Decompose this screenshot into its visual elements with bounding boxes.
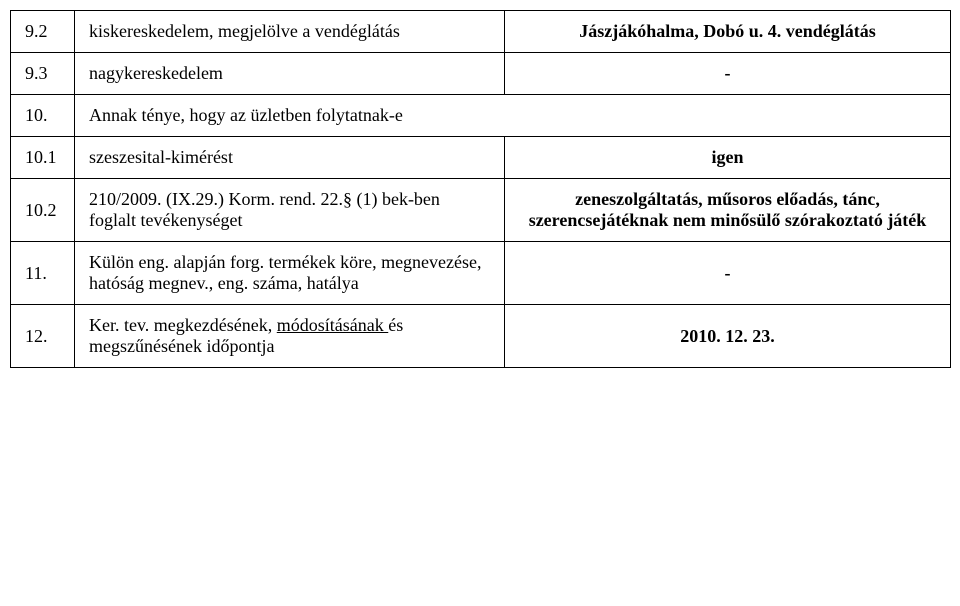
row-label: Ker. tev. megkezdésének, módosításának é… — [75, 305, 505, 368]
row-value: igen — [505, 137, 951, 179]
row-num: 9.2 — [11, 11, 75, 53]
row-label: Külön eng. alapján forg. termékek köre, … — [75, 242, 505, 305]
row-label: nagykereskedelem — [75, 53, 505, 95]
row-value: - — [505, 242, 951, 305]
table-row: 9.2 kiskereskedelem, megjelölve a vendég… — [11, 11, 951, 53]
data-table: 9.2 kiskereskedelem, megjelölve a vendég… — [10, 10, 951, 368]
row-label: kiskereskedelem, megjelölve a vendéglátá… — [75, 11, 505, 53]
row-num: 12. — [11, 305, 75, 368]
row-num: 9.3 — [11, 53, 75, 95]
row-value: 2010. 12. 23. — [505, 305, 951, 368]
row-num: 10.2 — [11, 179, 75, 242]
row-value: zeneszolgáltatás, műsoros előadás, tánc,… — [505, 179, 951, 242]
table-row: 9.3 nagykereskedelem - — [11, 53, 951, 95]
table-row: 10.2 210/2009. (IX.29.) Korm. rend. 22.§… — [11, 179, 951, 242]
table-row: 11. Külön eng. alapján forg. termékek kö… — [11, 242, 951, 305]
row-num: 10.1 — [11, 137, 75, 179]
table-row: 12. Ker. tev. megkezdésének, módosításán… — [11, 305, 951, 368]
row-label: 210/2009. (IX.29.) Korm. rend. 22.§ (1) … — [75, 179, 505, 242]
row-label: Annak ténye, hogy az üzletben folytatnak… — [75, 95, 951, 137]
table-row: 10.1 szeszesital-kimérést igen — [11, 137, 951, 179]
table-row: 10. Annak ténye, hogy az üzletben folyta… — [11, 95, 951, 137]
row-label: szeszesital-kimérést — [75, 137, 505, 179]
row-value: Jászjákóhalma, Dobó u. 4. vendéglátás — [505, 11, 951, 53]
row-num: 10. — [11, 95, 75, 137]
row-value: - — [505, 53, 951, 95]
row-num: 11. — [11, 242, 75, 305]
